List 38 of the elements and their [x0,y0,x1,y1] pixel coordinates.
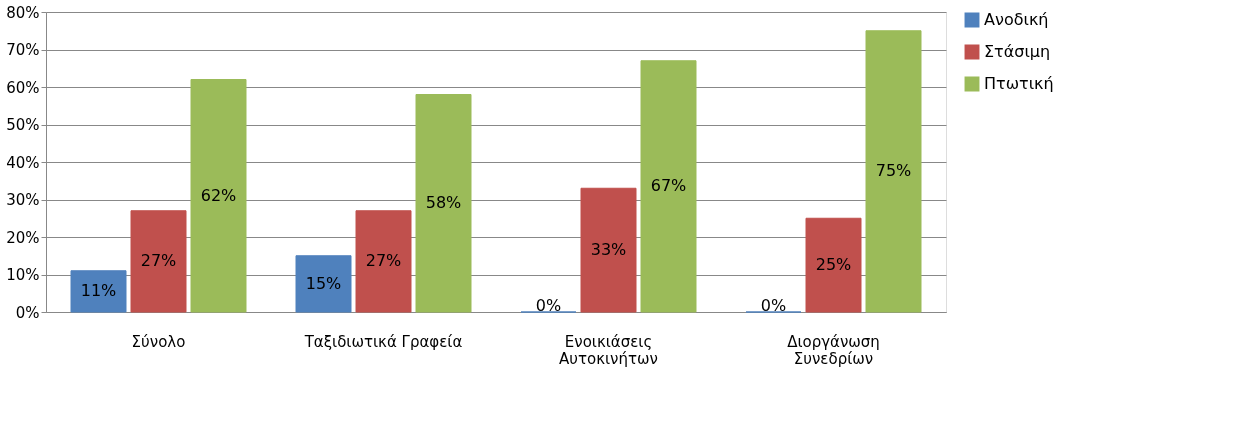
y-tick-label: 0% [15,303,40,322]
data-label: 15% [305,273,342,293]
bar [640,60,697,313]
y-tick-label: 60% [6,78,40,97]
data-label: 11% [80,281,117,301]
data-label: 75% [875,161,912,181]
bar [580,187,637,313]
x-tick-label: Διοργάνωση Συνεδρίων [787,332,880,368]
data-label: 27% [365,251,402,271]
legend-label: Πτωτική [984,74,1054,93]
bar [190,79,247,313]
y-tick-label: 40% [6,153,40,172]
x-tick-label: Ταξιδιωτικά Γραφεία [303,332,463,351]
y-tick-label: 20% [6,228,40,247]
y-tick-label: 10% [6,266,40,284]
legend-label: Στάσιμη [984,42,1051,61]
y-tick-label: 70% [6,41,40,59]
y-tick-label: 80% [6,3,40,22]
bar [865,30,922,313]
bar [295,255,352,313]
x-tick-label: Σύνολο [131,332,186,351]
bar [805,217,862,313]
legend-label: Ανοδική [984,10,1049,29]
y-tick-label: 50% [6,116,40,134]
bar [70,270,127,313]
data-label: 0% [535,296,562,315]
y-tick-label: 30% [6,191,40,209]
data-label: 25% [815,255,852,275]
data-label: 0% [760,296,787,315]
data-label: 67% [650,176,687,196]
x-tick-label: Ενοικιάσεις Αυτοκινήτων [559,332,658,368]
bar [355,210,412,313]
data-label: 58% [425,193,462,213]
data-label: 62% [200,185,237,205]
data-label: 33% [590,240,627,260]
data-label: 27% [140,251,177,271]
bar [415,94,472,313]
bar [130,210,187,313]
